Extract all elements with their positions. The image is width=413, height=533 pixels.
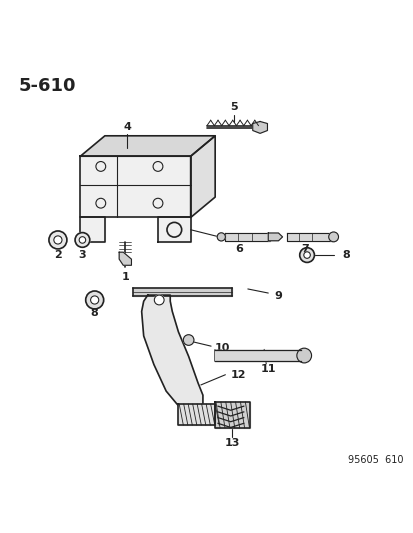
Text: 9: 9 xyxy=(274,291,282,301)
Text: 2: 2 xyxy=(54,250,62,260)
Text: 13: 13 xyxy=(224,438,240,448)
Text: 8: 8 xyxy=(90,309,98,319)
Circle shape xyxy=(49,231,67,249)
Polygon shape xyxy=(80,156,190,217)
Circle shape xyxy=(75,232,90,247)
Circle shape xyxy=(217,233,225,241)
Polygon shape xyxy=(190,136,215,217)
Text: 8: 8 xyxy=(341,250,349,260)
Text: 4: 4 xyxy=(123,122,131,132)
Circle shape xyxy=(296,348,311,363)
Text: 11: 11 xyxy=(260,364,275,374)
Text: 6: 6 xyxy=(235,244,243,254)
Polygon shape xyxy=(286,233,331,241)
Circle shape xyxy=(328,232,338,242)
Polygon shape xyxy=(178,404,215,425)
Polygon shape xyxy=(158,217,190,242)
Polygon shape xyxy=(215,402,249,428)
Text: 7: 7 xyxy=(300,244,308,254)
Polygon shape xyxy=(141,295,202,414)
Text: 1: 1 xyxy=(121,272,129,282)
Polygon shape xyxy=(268,233,282,241)
Text: 5-610: 5-610 xyxy=(19,77,76,94)
Polygon shape xyxy=(225,233,270,241)
Circle shape xyxy=(79,237,85,243)
Circle shape xyxy=(303,252,310,259)
Circle shape xyxy=(54,236,62,244)
Circle shape xyxy=(85,291,103,309)
Circle shape xyxy=(90,296,99,304)
Text: 10: 10 xyxy=(214,343,230,353)
Circle shape xyxy=(154,295,164,305)
Text: 95605  610: 95605 610 xyxy=(347,455,402,465)
Polygon shape xyxy=(80,217,104,242)
Text: 12: 12 xyxy=(230,370,246,379)
Polygon shape xyxy=(80,136,215,156)
Circle shape xyxy=(183,335,193,345)
Circle shape xyxy=(299,248,313,262)
Text: 3: 3 xyxy=(78,250,86,260)
Text: 5: 5 xyxy=(229,102,237,112)
Polygon shape xyxy=(119,252,131,265)
Polygon shape xyxy=(252,122,267,133)
